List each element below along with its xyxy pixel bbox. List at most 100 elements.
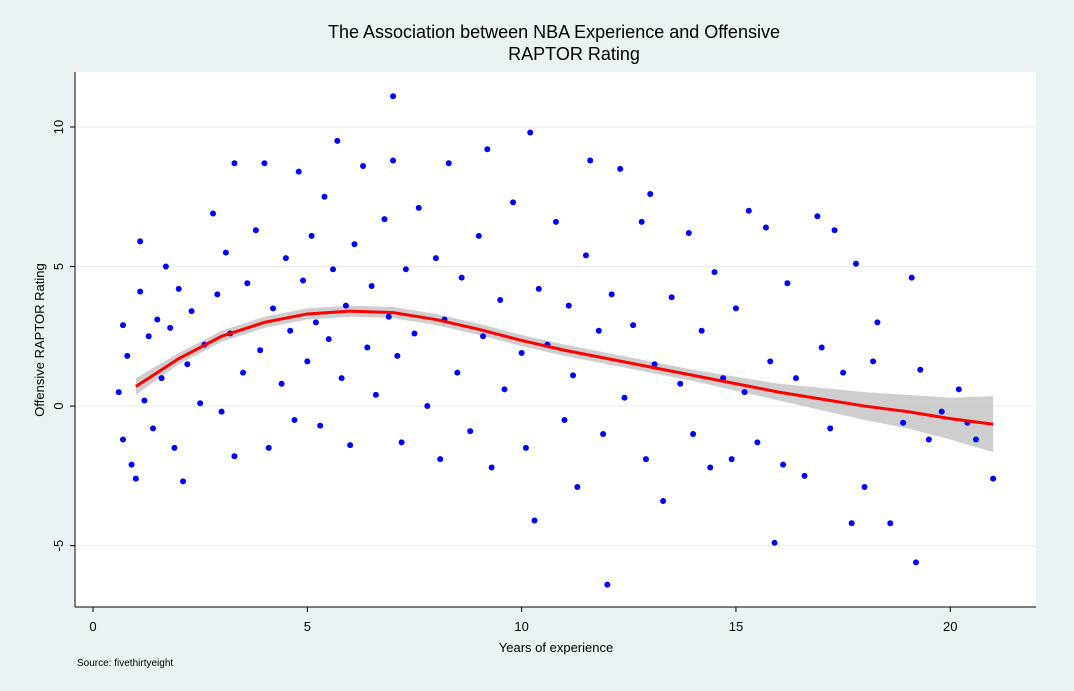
point	[647, 190, 654, 197]
point	[304, 358, 311, 365]
point	[852, 260, 859, 267]
point	[917, 366, 924, 373]
point	[690, 430, 697, 437]
point	[741, 389, 748, 396]
axes: -5 0 5 10 0 5 10 15 20	[51, 72, 1036, 634]
point	[368, 283, 375, 290]
point	[240, 369, 247, 376]
point	[990, 475, 997, 482]
point	[728, 456, 735, 463]
point	[604, 581, 611, 588]
point	[925, 436, 932, 443]
point	[317, 422, 324, 429]
point	[908, 274, 915, 281]
x-axis-title: Years of experience	[499, 640, 613, 655]
point	[582, 252, 589, 259]
point	[175, 285, 182, 292]
x-tick-label: 20	[943, 619, 957, 634]
point	[814, 213, 821, 220]
point	[475, 232, 482, 239]
point	[334, 137, 341, 144]
point	[351, 241, 358, 248]
point	[840, 369, 847, 376]
point	[308, 232, 315, 239]
point	[137, 238, 144, 245]
point	[677, 380, 684, 387]
point	[291, 417, 298, 424]
point	[861, 483, 868, 490]
point	[231, 453, 238, 460]
point	[870, 358, 877, 365]
point	[818, 344, 825, 351]
x-tick-label: 15	[729, 619, 743, 634]
point	[762, 224, 769, 231]
point	[394, 352, 401, 359]
point	[651, 361, 658, 368]
point	[660, 497, 667, 504]
point	[124, 352, 131, 359]
point	[771, 539, 778, 546]
point	[707, 464, 714, 471]
point	[390, 157, 397, 164]
point	[282, 255, 289, 262]
point	[167, 324, 174, 331]
chart-title: RAPTOR Rating	[508, 44, 640, 64]
point	[535, 285, 542, 292]
point	[608, 291, 615, 298]
point	[132, 475, 139, 482]
point	[754, 439, 761, 446]
point	[552, 218, 559, 225]
point	[385, 313, 392, 320]
y-tick-label: 0	[51, 402, 66, 409]
point	[617, 165, 624, 172]
point	[848, 520, 855, 527]
point	[364, 344, 371, 351]
point	[587, 157, 594, 164]
point	[120, 322, 127, 329]
point	[630, 322, 637, 329]
point	[792, 375, 799, 382]
point	[402, 266, 409, 273]
point	[330, 266, 337, 273]
point	[437, 456, 444, 463]
point	[128, 461, 135, 468]
point	[312, 319, 319, 326]
point	[145, 333, 152, 340]
point	[595, 327, 602, 334]
point	[561, 417, 568, 424]
y-tick-label: 5	[51, 263, 66, 270]
point	[287, 327, 294, 334]
point	[398, 439, 405, 446]
point	[141, 397, 148, 404]
point	[874, 319, 881, 326]
point	[518, 350, 525, 357]
point	[432, 255, 439, 262]
point	[424, 403, 431, 410]
point	[745, 207, 752, 214]
point	[150, 425, 157, 432]
point	[415, 204, 422, 211]
fit-line	[135, 309, 994, 426]
point	[261, 160, 268, 167]
y-axis-title: Offensive RAPTOR Rating	[32, 263, 47, 416]
point	[480, 333, 487, 340]
point	[732, 305, 739, 312]
x-tick-label: 10	[514, 619, 528, 634]
point	[265, 444, 272, 451]
y-tick-label: 10	[51, 120, 66, 134]
point	[321, 193, 328, 200]
point	[767, 358, 774, 365]
point	[527, 129, 534, 136]
point	[780, 461, 787, 468]
point	[411, 330, 418, 337]
point	[278, 380, 285, 387]
point	[338, 375, 345, 382]
source-note: Source: fivethirtyeight	[77, 658, 173, 669]
point	[912, 559, 919, 566]
point	[257, 347, 264, 354]
point	[642, 456, 649, 463]
point	[711, 269, 718, 276]
point	[381, 216, 388, 223]
point	[570, 372, 577, 379]
